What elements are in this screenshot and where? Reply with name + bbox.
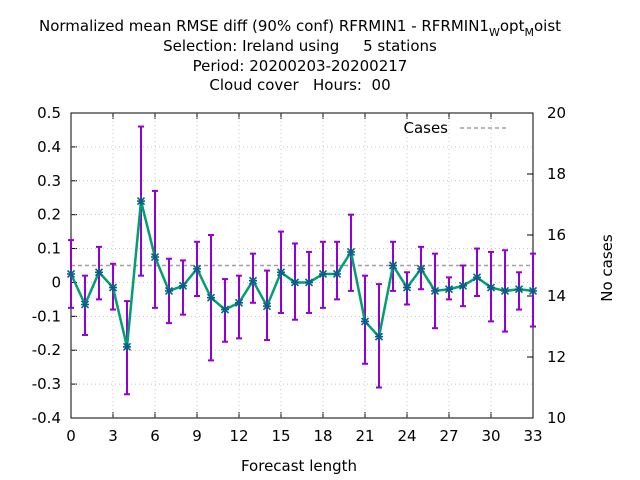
chart-title: Normalized mean RMSE diff (90% conf) RFR…	[39, 17, 561, 94]
title-line-2: Selection: Ireland using 5 stations	[163, 37, 437, 55]
legend-label-cases: Cases	[403, 119, 448, 137]
data-point	[150, 252, 160, 262]
data-point	[80, 300, 90, 309]
y-tick-label: -0.1	[32, 307, 61, 325]
data-point	[262, 302, 272, 311]
data-point	[66, 269, 76, 279]
data-point	[444, 285, 454, 294]
title-line-1: Normalized mean RMSE diff (90% conf) RFR…	[39, 17, 561, 39]
y-tick-label: -0.2	[32, 341, 61, 359]
x-tick-label: 15	[271, 427, 290, 445]
y2-tick-label: 14	[547, 287, 566, 305]
x-tick-label: 12	[229, 427, 248, 445]
data-point	[178, 281, 188, 290]
y2-tick-label: 16	[547, 226, 566, 244]
errorbar-layer	[68, 125, 536, 396]
x-tick-label: 24	[397, 427, 416, 445]
marker-layer	[66, 197, 538, 351]
title-line-1-sub-m: M	[524, 26, 534, 39]
x-tick-label: 9	[192, 427, 202, 445]
title-line-1-main: Normalized mean RMSE diff (90% conf) RFR…	[39, 17, 489, 35]
data-point	[108, 283, 118, 292]
data-point	[486, 283, 496, 292]
data-point	[122, 342, 132, 351]
x-tick-label: 21	[355, 427, 374, 445]
data-point	[332, 269, 342, 279]
y-tick-label: 0	[51, 273, 61, 291]
data-point	[472, 273, 482, 282]
y-tick-label: 0.2	[37, 206, 61, 224]
data-point	[318, 269, 328, 279]
data-point	[136, 197, 146, 206]
y-tick-label: 0.4	[37, 138, 61, 156]
data-point	[528, 286, 538, 295]
data-point	[374, 332, 384, 341]
x-tick-label: 18	[313, 427, 332, 445]
data-point	[402, 283, 412, 292]
y-tick-label: 0.5	[37, 104, 61, 122]
data-point	[234, 298, 244, 307]
y2-tick-label: 12	[547, 348, 566, 366]
x-tick-label: 27	[439, 427, 458, 445]
legend: Cases	[403, 119, 506, 137]
data-point	[430, 286, 440, 295]
y2-axis-label: No cases	[598, 234, 616, 302]
data-point	[388, 261, 398, 270]
y2-tick-label: 18	[547, 165, 566, 183]
data-point	[360, 317, 370, 326]
series-layer	[69, 200, 534, 348]
x-tick-label: 6	[150, 427, 160, 445]
data-point	[248, 276, 258, 285]
x-tick-label: 0	[66, 427, 76, 445]
y-tick-label: -0.4	[32, 409, 61, 427]
title-line-1-end: oist	[534, 17, 561, 35]
title-line-1-sub-w: W	[489, 26, 500, 39]
x-axis-label: Forecast length	[241, 457, 357, 475]
x-tick-label: 30	[481, 427, 500, 445]
data-point	[94, 268, 104, 277]
x-tick-label: 33	[523, 427, 542, 445]
data-point	[220, 305, 230, 314]
x-tick-label: 3	[108, 427, 118, 445]
y-tick-label: 0.3	[37, 172, 61, 190]
data-point	[304, 278, 314, 287]
data-point	[500, 286, 510, 295]
data-point	[192, 264, 202, 273]
data-point	[276, 268, 286, 277]
y2-tick-label: 10	[547, 409, 566, 427]
y-tick-label: -0.3	[32, 375, 61, 393]
data-point	[164, 286, 174, 295]
data-point	[290, 278, 300, 287]
series-line	[69, 200, 534, 348]
data-point	[206, 293, 216, 302]
y2-tick-label: 20	[547, 104, 566, 122]
title-line-1-mid: opt	[500, 17, 525, 35]
data-point	[458, 281, 468, 290]
data-point	[416, 264, 426, 273]
data-point	[346, 247, 356, 257]
tick-layer: 0 3 6 9 12 15 18 21 24 27 30 33 -0.4 -0.3 -0.2 -0.1 0 0.1…	[32, 104, 566, 445]
data-point	[514, 285, 524, 294]
title-line-4: Cloud cover Hours: 00	[209, 76, 390, 94]
y-tick-label: 0.1	[37, 240, 61, 258]
title-line-3: Period: 20200203-20200217	[193, 57, 408, 75]
